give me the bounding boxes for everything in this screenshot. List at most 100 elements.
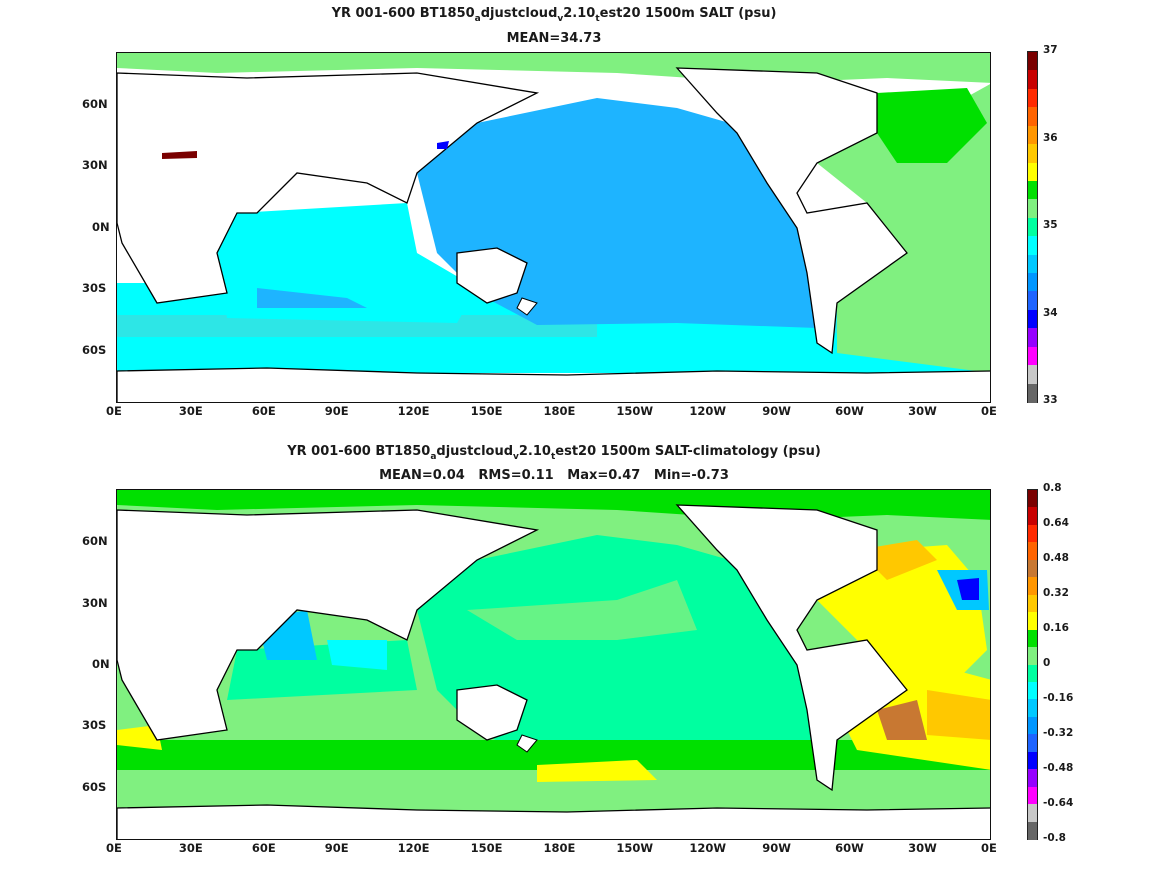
x-tick-label: 60E	[251, 841, 276, 855]
bottom-cb-label: 0	[1043, 657, 1051, 669]
top-map-title: YR 001-600 BT1850adjustcloudv2.10test20 …	[331, 6, 777, 24]
america-land	[675, 504, 908, 792]
bottom-cb-label: 0.8	[1043, 482, 1062, 494]
colorbar-segment	[1028, 328, 1037, 348]
eurasia-africa-land	[117, 509, 540, 741]
top-salinity-map	[116, 52, 991, 403]
x-tick-label: 30W	[908, 841, 937, 855]
bottom-map-title: YR 001-600 BT1850adjustcloudv2.10test20 …	[287, 444, 821, 462]
colorbar-segment	[1028, 291, 1037, 311]
colorbar-segment	[1028, 70, 1037, 90]
x-tick-label: 30E	[178, 404, 203, 418]
x-tick-label: 150E	[470, 841, 503, 855]
top-y-tick-0n: 0N	[92, 220, 110, 234]
bottom-y-tick-0n: 0N	[92, 657, 110, 671]
x-tick-label: 180E	[543, 841, 576, 855]
top-cb-label: 35	[1043, 219, 1058, 231]
bottom-cb-label: -0.64	[1043, 797, 1074, 809]
x-tick-label: 30W	[908, 404, 937, 418]
colorbar-segment	[1028, 647, 1037, 666]
x-tick-label: 0E	[981, 841, 997, 855]
colorbar-segment	[1028, 577, 1037, 596]
colorbar-segment	[1028, 273, 1037, 293]
colorbar-segment	[1028, 559, 1037, 578]
colorbar-segment	[1028, 88, 1037, 108]
japan-sea-spot	[437, 141, 449, 149]
colorbar-segment	[1028, 365, 1037, 385]
antarctica-land	[117, 367, 990, 402]
x-tick-label: 0E	[106, 404, 122, 418]
bottom-cb-label: -0.8	[1043, 832, 1066, 844]
eurasia-africa-land	[117, 72, 540, 304]
x-tick-label: 90E	[324, 841, 349, 855]
colorbar-segment	[1028, 52, 1037, 72]
colorbar-segment	[1028, 309, 1037, 329]
colorbar-segment	[1028, 490, 1037, 509]
x-tick-label: 120W	[689, 841, 727, 855]
top-y-tick-60n: 60N	[82, 97, 108, 111]
x-tick-label: 0E	[106, 841, 122, 855]
bottom-anomaly-map	[116, 489, 991, 840]
top-map-subtitle: MEAN=34.73	[506, 31, 602, 46]
x-tick-label: 60W	[835, 404, 864, 418]
australia-land	[456, 247, 528, 304]
colorbar-segment	[1028, 821, 1037, 840]
colorbar-segment	[1028, 594, 1037, 613]
colorbar-segment	[1028, 180, 1037, 201]
colorbar-segment	[1028, 162, 1037, 182]
antarctica-land	[117, 804, 990, 839]
x-tick-label: 90W	[762, 841, 791, 855]
colorbar-segment	[1028, 716, 1037, 735]
top-cb-label: 33	[1043, 394, 1058, 406]
colorbar-segment	[1028, 346, 1037, 366]
bottom-y-tick-60s: 60S	[82, 780, 107, 794]
x-tick-label: 30E	[178, 841, 203, 855]
x-tick-label: 150E	[470, 404, 503, 418]
colorbar-segment	[1028, 751, 1037, 770]
colorbar-segment	[1028, 664, 1037, 683]
bottom-map-svg	[117, 490, 990, 839]
bottom-cb-label: 0.16	[1043, 622, 1069, 634]
australia-land	[456, 684, 528, 741]
x-tick-label: 60W	[835, 841, 864, 855]
colorbar-segment	[1028, 542, 1037, 561]
top-colorbar	[1027, 51, 1038, 403]
colorbar-segment	[1028, 699, 1037, 718]
x-tick-label: 90E	[324, 404, 349, 418]
x-tick-label: 120E	[397, 841, 430, 855]
colorbar-segment	[1028, 786, 1037, 805]
colorbar-segment	[1028, 217, 1037, 237]
bottom-cb-label: 0.48	[1043, 552, 1069, 564]
colorbar-segment	[1028, 107, 1037, 127]
colorbar-segment	[1028, 734, 1037, 753]
x-tick-label: 60E	[251, 404, 276, 418]
colorbar-segment	[1028, 383, 1037, 403]
x-tick-label: 90W	[762, 404, 791, 418]
colorbar-segment	[1028, 612, 1037, 631]
x-tick-label: 150W	[616, 404, 654, 418]
colorbar-segment	[1028, 629, 1037, 648]
top-cb-label: 36	[1043, 132, 1058, 144]
top-y-tick-30n: 30N	[82, 158, 108, 172]
america-land	[675, 67, 908, 355]
colorbar-segment	[1028, 199, 1037, 219]
top-y-tick-30s: 30S	[82, 281, 107, 295]
bottom-y-tick-30n: 30N	[82, 596, 108, 610]
colorbar-segment	[1028, 804, 1037, 823]
bottom-colorbar	[1027, 489, 1038, 840]
top-y-tick-60s: 60S	[82, 343, 107, 357]
colorbar-segment	[1028, 144, 1037, 164]
colorbar-segment	[1028, 507, 1037, 526]
top-cb-label: 37	[1043, 44, 1058, 56]
colorbar-segment	[1028, 125, 1037, 145]
colorbar-segment	[1028, 524, 1037, 544]
bottom-cb-label: -0.48	[1043, 762, 1074, 774]
bottom-cb-label: 0.64	[1043, 517, 1069, 529]
bottom-y-tick-60n: 60N	[82, 534, 108, 548]
mediterranean-hotspot	[162, 151, 197, 159]
colorbar-segment	[1028, 769, 1037, 788]
x-tick-label: 120W	[689, 404, 727, 418]
bottom-cb-label: -0.32	[1043, 727, 1074, 739]
bottom-y-tick-30s: 30S	[82, 718, 107, 732]
x-tick-label: 0E	[981, 404, 997, 418]
